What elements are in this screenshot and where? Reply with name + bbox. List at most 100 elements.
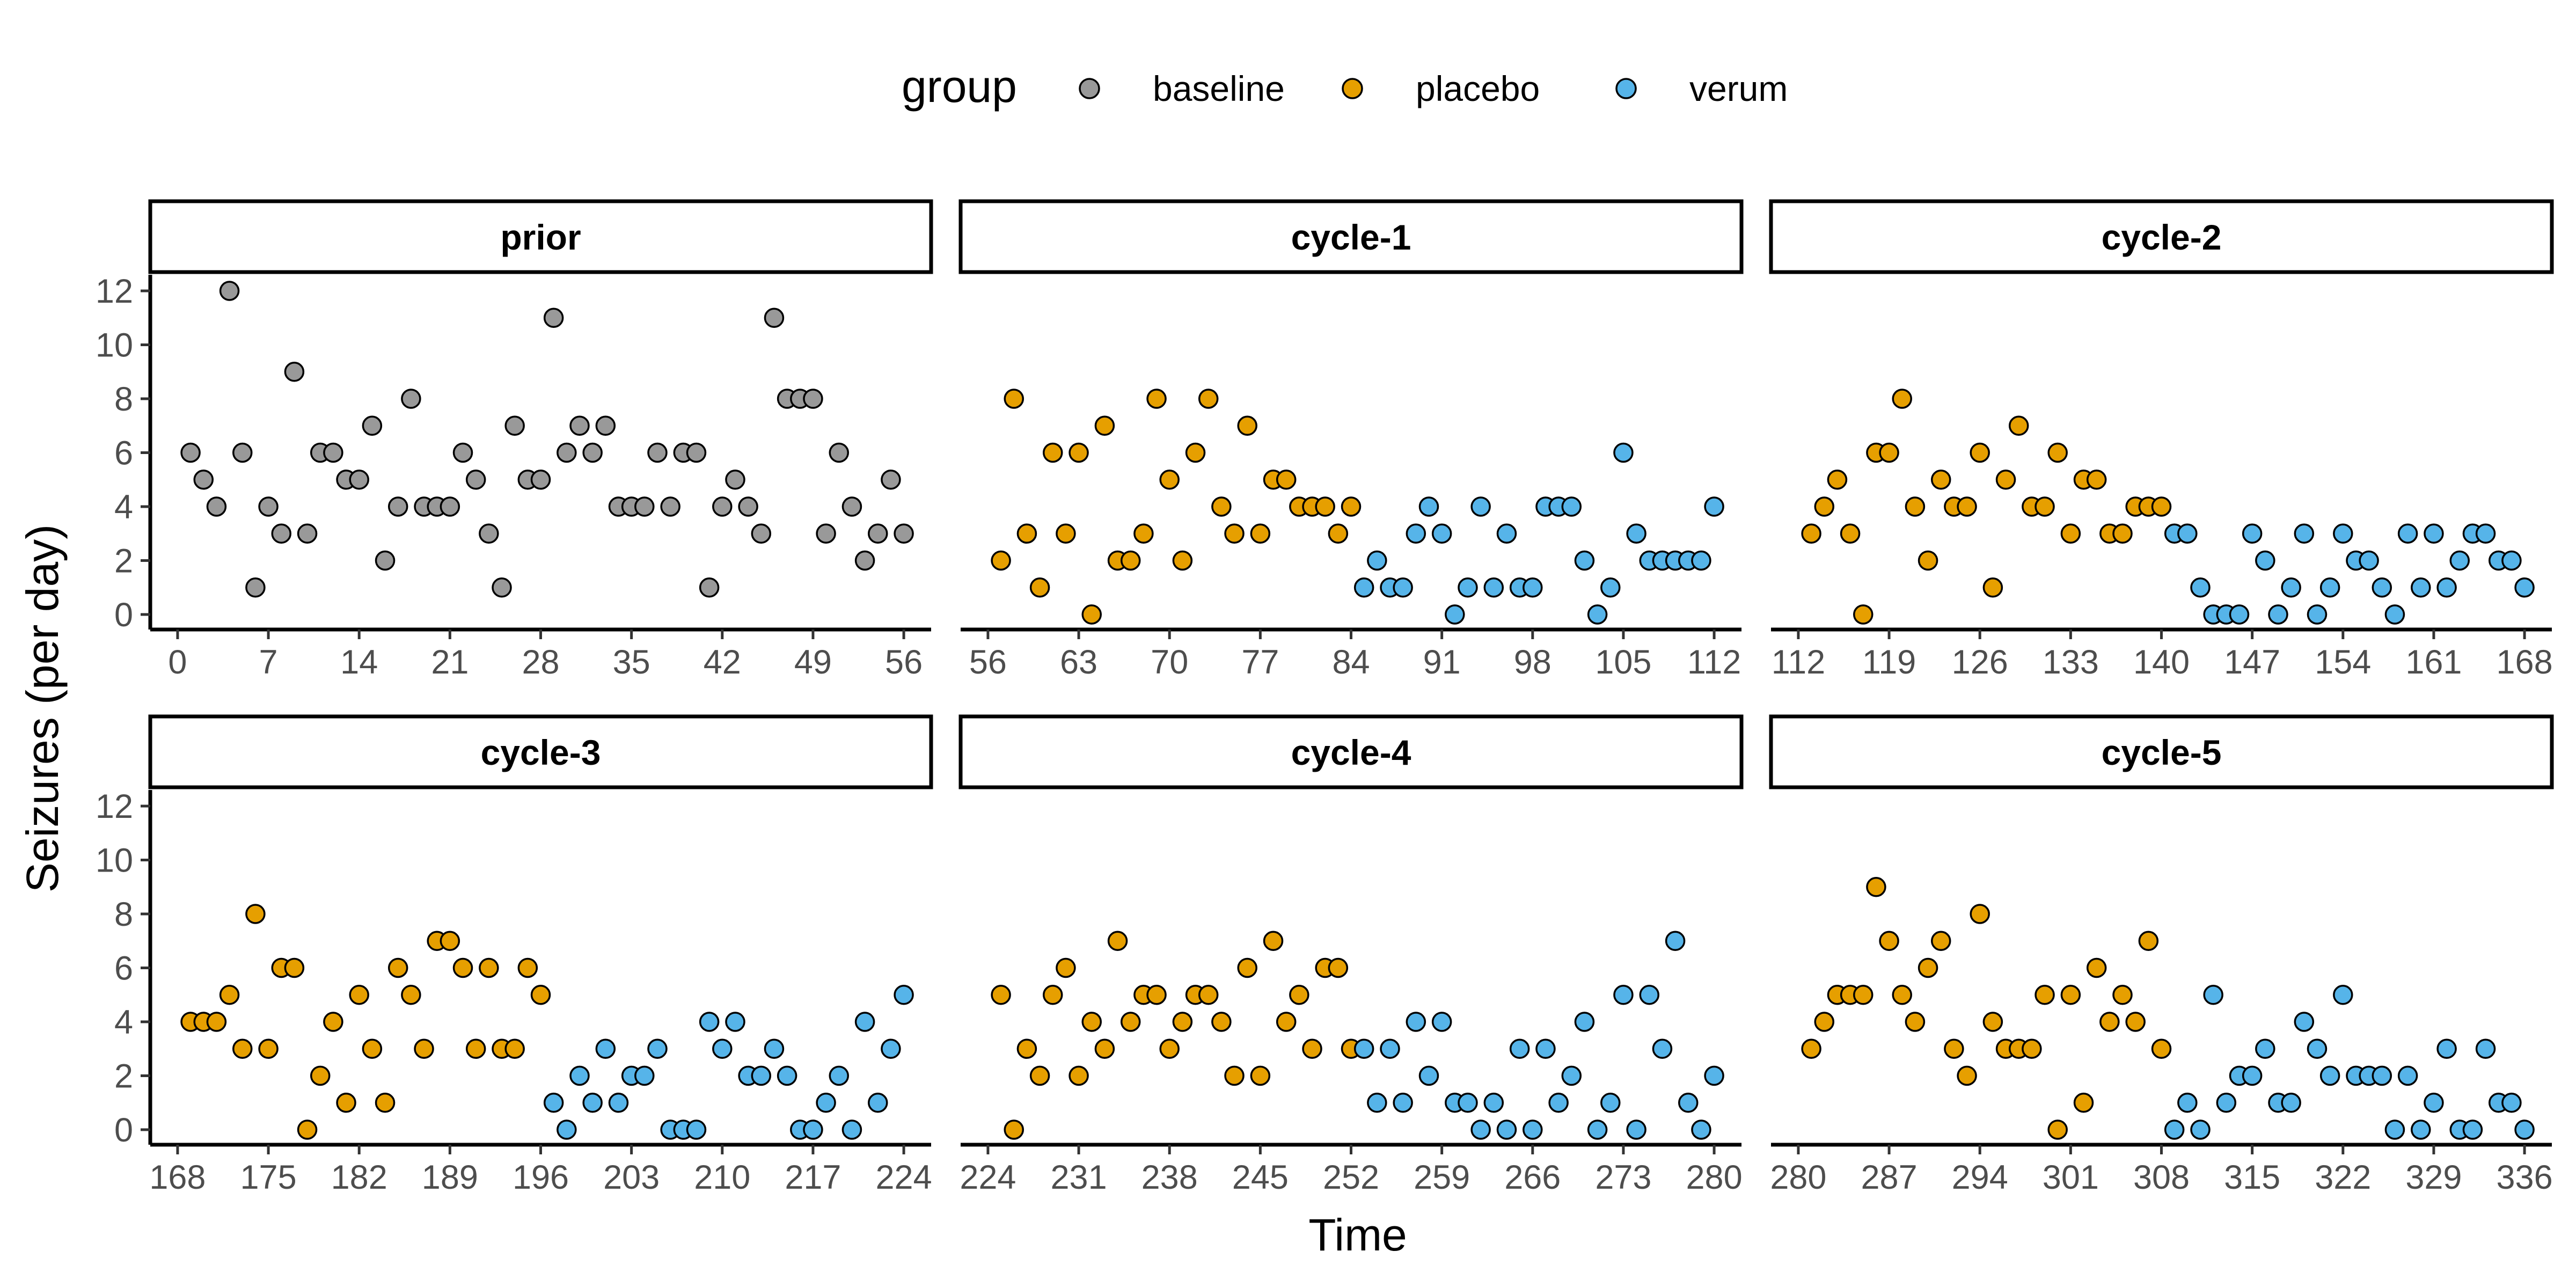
x-tick-label: 217	[785, 1159, 841, 1196]
point-baseline	[387, 496, 408, 517]
y-tick-label: 8	[114, 896, 133, 933]
point-verum	[1704, 496, 1724, 517]
x-tick-label: 14	[340, 643, 378, 681]
point-placebo	[1918, 550, 1938, 571]
point-verum	[1678, 1093, 1699, 1113]
point-verum	[894, 985, 914, 1005]
point-placebo	[245, 904, 266, 924]
strip-label-cycle-3: cycle-3	[481, 733, 601, 772]
point-verum	[1691, 1119, 1711, 1140]
point-verum	[2319, 1065, 2340, 1086]
strip-label-cycle-1: cycle-1	[1291, 217, 1411, 257]
point-verum	[803, 1119, 823, 1140]
strip-cycle-5	[1769, 714, 2554, 789]
point-verum	[1406, 1012, 1426, 1032]
point-placebo	[1930, 931, 1951, 951]
point-verum	[2242, 523, 2263, 544]
point-placebo	[1224, 523, 1245, 544]
point-placebo	[1250, 1065, 1271, 1086]
point-verum	[1380, 1038, 1400, 1059]
point-placebo	[517, 957, 538, 978]
point-verum	[2190, 1119, 2211, 1140]
point-verum	[1431, 523, 1452, 544]
point-baseline	[854, 550, 875, 571]
panel-prior: prior 0 7 14 21 28 35 42 49 56 0 2 4 6 8 10 12	[96, 199, 933, 681]
point-verum	[2501, 550, 2522, 571]
point-verum	[841, 1119, 862, 1140]
point-baseline	[180, 442, 201, 463]
point-verum	[686, 1119, 707, 1140]
point-baseline	[738, 496, 758, 517]
point-verum	[1704, 1065, 1724, 1086]
point-placebo	[2086, 957, 2107, 978]
point-verum	[2307, 1038, 2328, 1059]
point-verum	[2475, 1038, 2496, 1059]
point-placebo	[1211, 496, 1232, 517]
point-verum	[608, 1093, 629, 1113]
point-verum	[699, 1012, 720, 1032]
point-placebo	[1905, 496, 1926, 517]
point-baseline	[232, 442, 253, 463]
y-tick-label: 6	[114, 950, 133, 987]
point-placebo	[1341, 496, 1362, 517]
x-axis-title: Time	[1308, 1210, 1407, 1260]
point-verum	[725, 1012, 745, 1032]
point-placebo	[465, 1038, 486, 1059]
point-verum	[1367, 550, 1387, 571]
point-baseline	[829, 442, 850, 463]
strip-label-cycle-4: cycle-4	[1291, 733, 1411, 772]
point-placebo	[1120, 550, 1141, 571]
point-placebo	[2022, 1038, 2042, 1059]
point-placebo	[1029, 577, 1050, 598]
strip-cycle-2	[1769, 199, 2554, 274]
point-verum	[1613, 442, 1634, 463]
point-placebo	[1133, 523, 1154, 544]
point-placebo	[1146, 985, 1167, 1005]
x-tick-label: 189	[422, 1159, 478, 1196]
point-placebo	[1853, 604, 1874, 625]
point-placebo	[440, 931, 460, 951]
point-verum	[1523, 1119, 1543, 1140]
legend-key-verum	[1615, 78, 1637, 99]
point-placebo	[1004, 1119, 1024, 1140]
point-placebo	[401, 985, 421, 1005]
point-verum	[2436, 1038, 2457, 1059]
point-verum	[1561, 496, 1582, 517]
point-verum	[1523, 577, 1543, 598]
point-verum	[2424, 523, 2444, 544]
point-verum	[1600, 577, 1621, 598]
point-baseline	[297, 523, 318, 544]
point-placebo	[530, 985, 551, 1005]
point-verum	[2216, 1093, 2237, 1113]
x-tick-label: 42	[704, 643, 741, 681]
point-verum	[1393, 1093, 1413, 1113]
point-placebo	[1276, 1012, 1297, 1032]
point-placebo	[2086, 470, 2107, 490]
point-placebo	[297, 1119, 318, 1140]
point-verum	[764, 1038, 785, 1059]
point-baseline	[362, 415, 383, 436]
point-verum	[582, 1093, 603, 1113]
x-tick-label: 224	[960, 1159, 1016, 1196]
panel-cycle-4: cycle-4 224 231 238 245 252 259 266 273 280	[958, 714, 1744, 1196]
point-placebo	[1840, 523, 1861, 544]
point-baseline	[816, 523, 836, 544]
point-placebo	[1172, 550, 1193, 571]
point-placebo	[414, 1038, 434, 1059]
point-verum	[2307, 604, 2328, 625]
point-verum	[867, 1093, 888, 1113]
point-verum	[1458, 577, 1478, 598]
x-tick-label: 245	[1232, 1159, 1289, 1196]
point-verum	[2397, 523, 2418, 544]
x-tick-label: 112	[1772, 643, 1825, 681]
x-tick-label: 259	[1414, 1159, 1470, 1196]
point-verum	[1574, 1012, 1595, 1032]
x-tick-label: 210	[694, 1159, 750, 1196]
point-verum	[1613, 985, 1634, 1005]
point-placebo	[1094, 415, 1115, 436]
point-verum	[569, 1065, 590, 1086]
point-placebo	[1056, 523, 1076, 544]
point-baseline	[375, 550, 396, 571]
point-verum	[1470, 496, 1491, 517]
panel-cycle-5: cycle-5 280 287 294 301 308 315 322 329 336	[1769, 714, 2554, 1196]
